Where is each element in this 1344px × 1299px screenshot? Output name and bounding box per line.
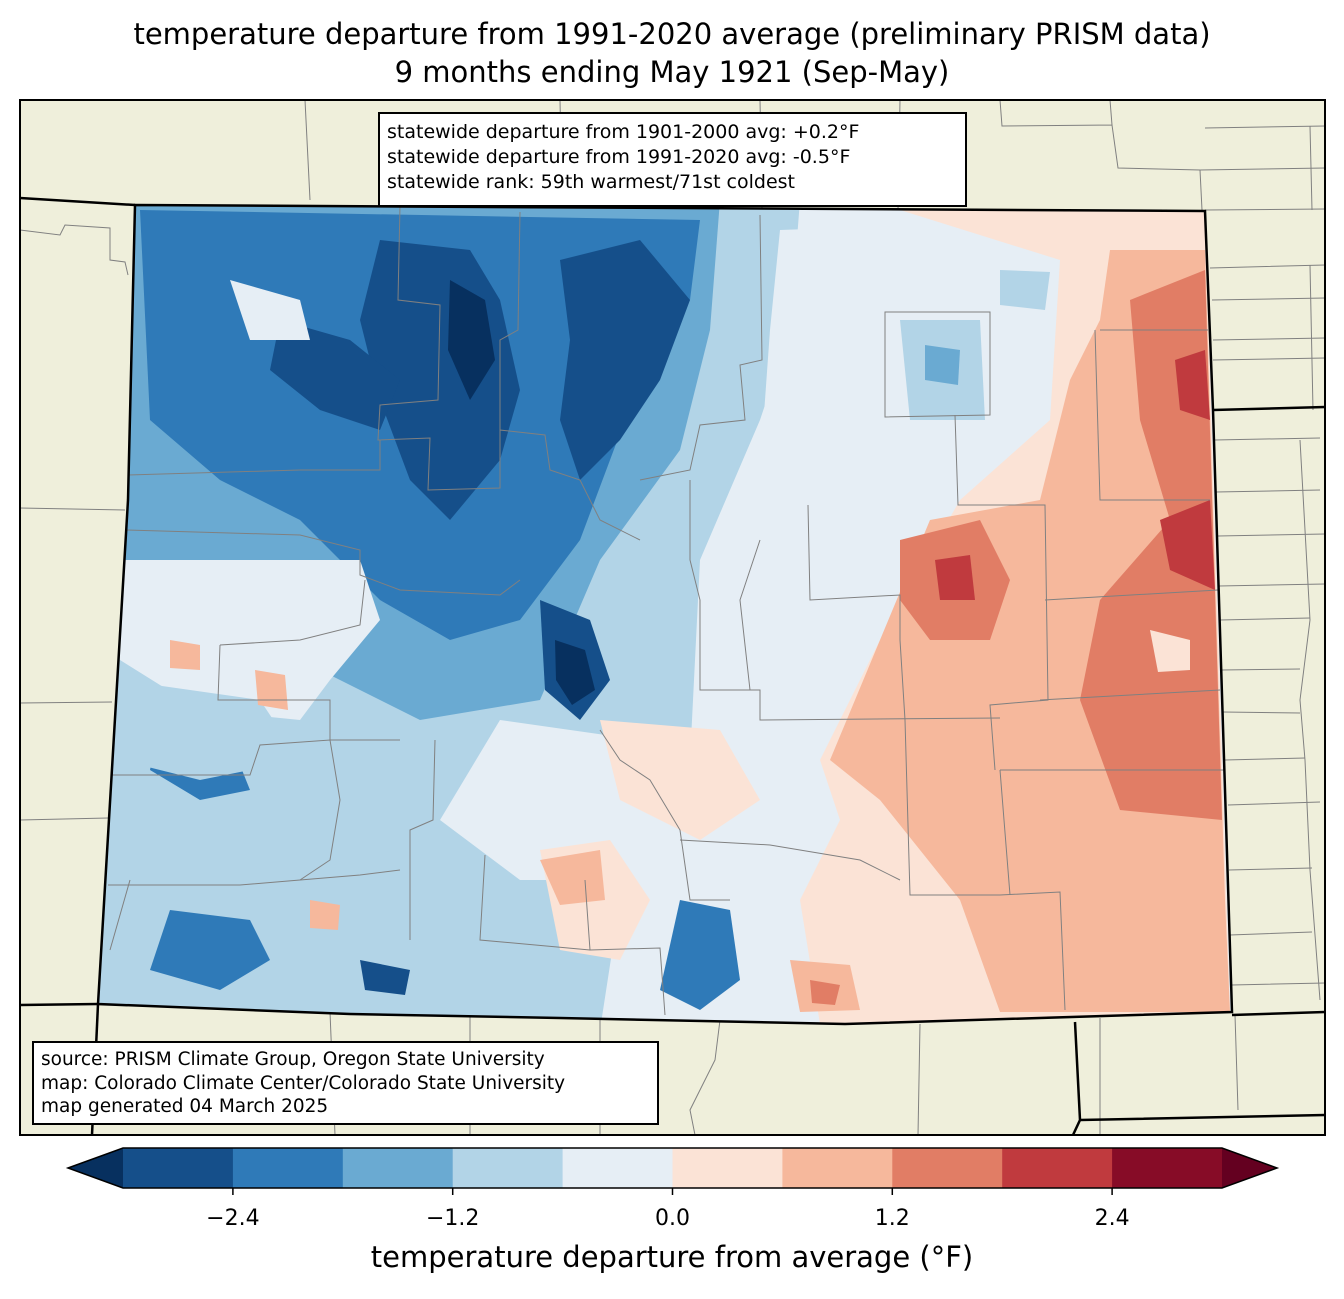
map-credit-line: map: Colorado Climate Center/Colorado St… <box>41 1072 566 1094</box>
colorbar-outline <box>65 1147 1280 1189</box>
colorbar-segment <box>562 1148 673 1188</box>
colorbar-segment <box>342 1148 454 1188</box>
colorbar-tick-label: 0.0 <box>655 1206 690 1231</box>
stats-departure-1991-2020: statewide departure from 1991-2020 avg: … <box>387 146 851 168</box>
stats-departure-1901-2000: statewide departure from 1901-2000 avg: … <box>387 121 860 143</box>
colorbar-segment <box>1112 1148 1223 1188</box>
colorbar-tick-label: −1.2 <box>425 1206 480 1231</box>
statewide-stats-box: statewide departure from 1901-2000 avg: … <box>378 112 967 207</box>
colorbar-segment <box>782 1148 893 1188</box>
source-credits-box: source: PRISM Climate Group, Oregon Stat… <box>32 1041 659 1125</box>
colorbar-over-extension <box>1222 1148 1277 1188</box>
colorbar <box>65 1147 1280 1195</box>
colorado-county-lines <box>108 205 1225 1016</box>
colorbar-label: temperature departure from average (°F) <box>370 1240 974 1274</box>
colorbar-tick-label: −2.4 <box>206 1206 260 1231</box>
colorbar-segment <box>452 1148 564 1188</box>
colorbar-segment <box>892 1148 1003 1188</box>
colorbar-tick-label: 2.4 <box>1094 1206 1130 1231</box>
colorbar-tick-label: 1.2 <box>874 1206 910 1231</box>
temperature-field <box>98 205 1232 1024</box>
map-title-line-1: temperature departure from 1991-2020 ave… <box>133 17 1211 51</box>
generated-date-line: map generated 04 March 2025 <box>41 1096 329 1117</box>
colorbar-segment <box>123 1148 234 1188</box>
colorado-state-border <box>96 203 1234 1026</box>
colorbar-under-extension <box>68 1148 123 1188</box>
colorbar-segment <box>1002 1148 1113 1188</box>
map-title-line-2: 9 months ending May 1921 (Sep-May) <box>394 55 950 89</box>
map-frame <box>19 99 1326 1136</box>
stats-rank: statewide rank: 59th warmest/71st coldes… <box>387 171 796 193</box>
source-line: source: PRISM Climate Group, Oregon Stat… <box>41 1049 545 1070</box>
neighbor-state-borders <box>20 196 1325 1135</box>
colorbar-segment <box>232 1148 344 1188</box>
colorbar-segment <box>672 1148 783 1188</box>
